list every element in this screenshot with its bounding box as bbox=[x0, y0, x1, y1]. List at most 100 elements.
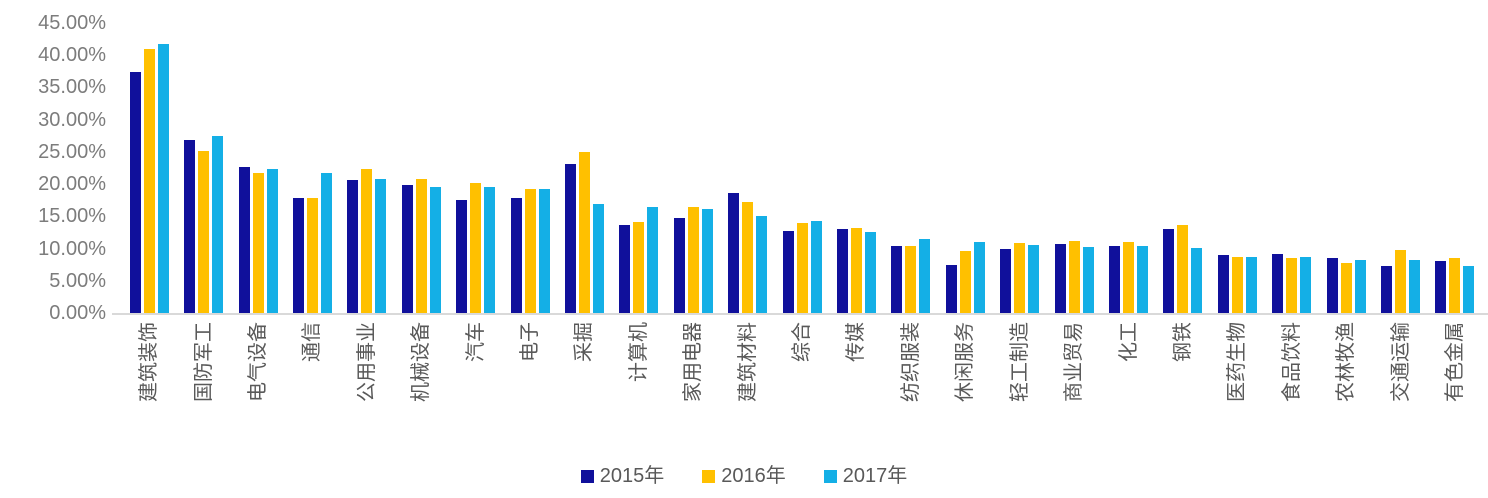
bar-series-2 bbox=[1137, 246, 1149, 313]
bar-group bbox=[1319, 257, 1373, 313]
y-tick-label: 15.00% bbox=[38, 205, 106, 228]
x-category-cell: 电气设备 bbox=[231, 315, 285, 455]
bar-series-2 bbox=[647, 206, 659, 313]
x-category-label: 钢铁 bbox=[1171, 322, 1194, 362]
x-category-label: 交通运输 bbox=[1389, 322, 1412, 402]
bar-series-2 bbox=[701, 209, 713, 313]
bar-series-0 bbox=[510, 197, 522, 313]
bar-series-1 bbox=[1340, 262, 1352, 313]
y-tick-label: 25.00% bbox=[38, 140, 106, 163]
bar-series-0 bbox=[184, 140, 196, 313]
bar-series-1 bbox=[633, 222, 645, 313]
x-category-cell: 机械设备 bbox=[394, 315, 448, 455]
bar-series-1 bbox=[1231, 256, 1243, 313]
bar-group bbox=[1047, 240, 1101, 313]
y-tick-label: 10.00% bbox=[38, 237, 106, 260]
bar-series-1 bbox=[796, 222, 808, 313]
x-category-cell: 化工 bbox=[1101, 315, 1155, 455]
x-category-label: 通信 bbox=[301, 322, 324, 362]
bar-series-0 bbox=[1054, 244, 1066, 313]
bar-group bbox=[448, 182, 502, 313]
x-category-label: 有色金属 bbox=[1443, 322, 1466, 402]
bar-series-2 bbox=[592, 204, 604, 313]
x-category-cell: 综合 bbox=[775, 315, 829, 455]
bar-series-2 bbox=[1463, 266, 1475, 313]
bar-series-0 bbox=[836, 229, 848, 313]
x-category-label: 综合 bbox=[791, 322, 814, 362]
y-tick-label: 45.00% bbox=[38, 12, 106, 34]
legend-label: 2015年 bbox=[599, 465, 665, 487]
y-tick-label: 5.00% bbox=[49, 269, 106, 292]
y-tick-label: 20.00% bbox=[38, 173, 106, 196]
y-tick-label: 35.00% bbox=[38, 76, 106, 99]
legend-label: 2017年 bbox=[842, 465, 908, 487]
bar-series-0 bbox=[292, 197, 304, 313]
x-category-label: 医药生物 bbox=[1226, 322, 1249, 402]
x-category-cell: 家用电器 bbox=[666, 315, 720, 455]
bar-series-2 bbox=[756, 216, 768, 313]
bar-series-1 bbox=[578, 151, 590, 313]
legend-label: 2016年 bbox=[721, 465, 786, 487]
bar-series-0 bbox=[619, 225, 631, 313]
bar-series-1 bbox=[198, 151, 210, 313]
x-category-label: 建筑装饰 bbox=[138, 322, 161, 402]
bar-series-1 bbox=[687, 207, 699, 313]
x-category-cell: 国防军工 bbox=[176, 315, 230, 455]
x-category-label: 纺织服装 bbox=[899, 322, 922, 402]
y-axis: 45.00% 40.00% 35.00% 30.00% 25.00% 20.00% 15.0… bbox=[0, 12, 112, 324]
bar-group bbox=[829, 227, 883, 313]
x-category-cell: 交通运输 bbox=[1373, 315, 1427, 455]
bar-series-2 bbox=[266, 168, 278, 313]
bar-series-2 bbox=[1409, 259, 1421, 313]
bar-group bbox=[993, 243, 1047, 313]
bar-series-2 bbox=[864, 231, 876, 313]
x-category-cell: 建筑材料 bbox=[720, 315, 774, 455]
bar-series-1 bbox=[1395, 249, 1407, 313]
bar-series-2 bbox=[1191, 247, 1203, 313]
x-category-label: 电子 bbox=[519, 322, 542, 362]
bar-series-0 bbox=[945, 264, 957, 313]
x-category-cell: 公用事业 bbox=[340, 315, 394, 455]
bar-series-0 bbox=[347, 179, 359, 313]
x-category-label: 采掘 bbox=[573, 322, 596, 362]
bar-series-0 bbox=[782, 231, 794, 313]
bar-series-2 bbox=[973, 242, 985, 313]
x-category-cell: 医药生物 bbox=[1210, 315, 1264, 455]
x-category-label: 化工 bbox=[1117, 322, 1140, 362]
legend: 2015年 2016年 2017年 bbox=[0, 463, 1488, 489]
bar-group bbox=[666, 207, 720, 313]
x-category-label: 汽车 bbox=[464, 322, 487, 362]
bar-group bbox=[503, 189, 557, 313]
bar-series-2 bbox=[919, 238, 931, 313]
x-category-label: 轻工制造 bbox=[1008, 322, 1031, 402]
x-category-label: 公用事业 bbox=[355, 322, 378, 402]
bar-series-0 bbox=[1163, 228, 1175, 313]
bar-series-1 bbox=[1286, 258, 1298, 313]
x-category-label: 传媒 bbox=[845, 322, 868, 362]
bar-group bbox=[340, 168, 394, 313]
y-tick-label: 30.00% bbox=[38, 108, 106, 131]
bar-series-0 bbox=[564, 163, 576, 313]
bar-series-2 bbox=[212, 135, 224, 313]
bar-series-0 bbox=[129, 72, 141, 313]
bar-series-0 bbox=[728, 192, 740, 313]
bar-group bbox=[176, 135, 230, 313]
bar-series-1 bbox=[252, 172, 264, 313]
bar-series-2 bbox=[157, 43, 169, 313]
bar-series-2 bbox=[1245, 256, 1257, 313]
bar-series-1 bbox=[850, 227, 862, 313]
bar-series-0 bbox=[673, 218, 685, 313]
x-category-cell: 钢铁 bbox=[1156, 315, 1210, 455]
x-category-label: 国防军工 bbox=[192, 322, 215, 402]
x-category-label: 建筑材料 bbox=[736, 322, 759, 402]
x-category-cell: 食品饮料 bbox=[1265, 315, 1319, 455]
bar-series-0 bbox=[1000, 248, 1012, 313]
bar-series-1 bbox=[415, 179, 427, 313]
bar-series-0 bbox=[1435, 261, 1447, 313]
bar-series-0 bbox=[891, 246, 903, 313]
bar-group bbox=[775, 220, 829, 313]
x-category-cell: 农林牧渔 bbox=[1319, 315, 1373, 455]
bar-group bbox=[231, 167, 285, 313]
x-category-cell: 传媒 bbox=[829, 315, 883, 455]
x-category-label: 休闲服务 bbox=[954, 322, 977, 402]
